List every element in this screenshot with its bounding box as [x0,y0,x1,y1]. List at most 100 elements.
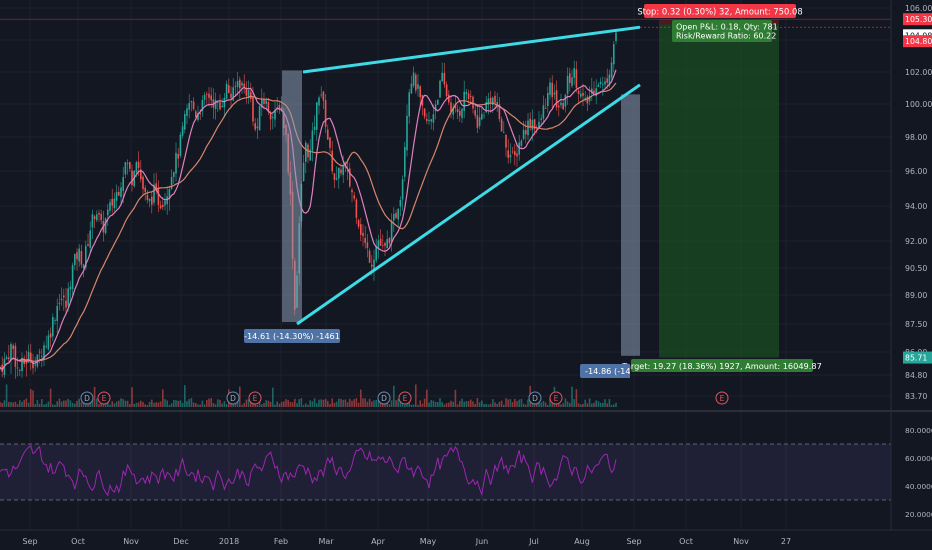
candle-body [498,104,501,120]
volume-bar [302,404,305,407]
volume-bar [263,403,265,407]
volume-bar [395,400,397,407]
candle-body [175,152,177,174]
event-marker-e[interactable]: E [715,391,729,405]
candle-body [30,352,32,361]
candle-body [357,220,360,227]
event-marker-e[interactable]: E [398,391,412,405]
candle-body [25,361,28,364]
candle-body [476,115,479,128]
event-marker-e[interactable]: E [549,391,563,405]
volume-bar [234,403,237,407]
candle-body [511,151,514,153]
candle-body [67,288,69,306]
candle-body [540,118,542,120]
wedge-upper-trendline[interactable] [302,25,641,74]
candle-body [199,112,201,115]
event-marker-e[interactable]: E [97,391,111,405]
candle-body [450,102,452,113]
volume-bar [258,399,261,407]
volume-bar [89,403,91,407]
candle-body [313,126,316,130]
volume-bar [467,401,470,407]
volume-bar [544,402,547,407]
event-marker-d[interactable]: D [528,391,542,405]
candle-body [448,94,450,103]
volume-bar [104,402,107,407]
candle-body [164,200,166,206]
moving-average-slow [0,82,617,371]
price-tick-label: 89.00 [905,291,927,300]
candle-body [236,81,239,88]
volume-bar [320,399,322,407]
candle-body [212,99,215,108]
wedge-lower-trendline[interactable] [296,83,641,326]
volume-bar [153,402,155,407]
event-marker-d[interactable]: D [80,391,94,405]
volume-bar [201,400,204,407]
candle-body [340,169,342,174]
event-marker-text: D [230,394,236,403]
event-marker-circle [549,391,563,405]
pnl-label[interactable]: Open P&L: 0.18, Qty: 781 Risk/Reward Rat… [672,20,778,42]
volume-bar [27,402,30,407]
volume-bar [217,399,219,407]
volume-bar [126,400,129,407]
volume-bar [203,404,206,407]
volume-bar [430,400,432,407]
candle-body [514,151,516,156]
volume-bar [76,400,78,407]
event-marker-d[interactable]: D [377,391,391,405]
candle-body [404,147,406,177]
volume-bar [408,400,410,407]
volume-bar [542,400,545,407]
candle-body [439,80,441,98]
volume-bar [342,399,344,407]
measure-label-2[interactable]: -14.86 (-14.46%) -1486 [580,364,681,378]
rsi-axis[interactable]: 80.0000 60.0000 40.0000 20.0000 [905,426,932,519]
candle-body [221,105,223,108]
volume-bar [120,398,122,407]
volume-bar [421,403,424,407]
candle-body [335,178,338,180]
volume-bar [239,386,241,407]
event-marker-d[interactable]: D [226,391,240,405]
measure-label-1[interactable]: -14.61 (-14.30%) -1461 [244,329,340,343]
volume-bar [404,404,406,407]
event-marker-text: D [84,394,90,403]
candle-body [489,97,492,103]
measure-box-2[interactable] [621,94,640,356]
volume-bar [531,403,534,407]
target-label[interactable]: Target: 19.27 (18.36%) 1927, Amount: 160… [621,359,822,372]
time-axis[interactable]: Sep Oct Nov Dec 2018 Feb Mar Apr May Jun Jul Aug Sep… [22,537,791,546]
volume-bar [243,402,245,407]
event-marker-e[interactable]: E [248,391,262,405]
volume-bar [562,403,564,407]
candle-body [85,245,87,268]
volume-bar [434,402,437,407]
candle-body [604,81,606,85]
candle-body [129,161,131,169]
candle-body [368,250,371,263]
volume-bar [536,403,538,407]
candle-body [322,91,325,101]
volume-bar [355,398,358,407]
rsi-band [0,444,891,500]
candle-body [397,208,399,220]
candle-body [443,72,446,85]
candle-body [441,72,443,82]
candle-body [144,187,146,192]
measure-box-1[interactable] [282,70,302,323]
price-axis[interactable]: 106.00104.00102.00100.0098.0096.0094.009… [905,4,932,401]
volume-bar [518,399,520,407]
candle-body [386,239,388,249]
candle-body [569,73,571,83]
volume-bar [140,400,142,407]
stop-label[interactable]: Stop: 0.32 (0.30%) 32, Amount: 750.08 [637,4,803,18]
volume-bar [21,401,23,407]
volume-bar [415,384,417,407]
price-tick-label: 98.00 [905,133,927,142]
rsi-tick-label: 20.0000 [905,510,932,519]
